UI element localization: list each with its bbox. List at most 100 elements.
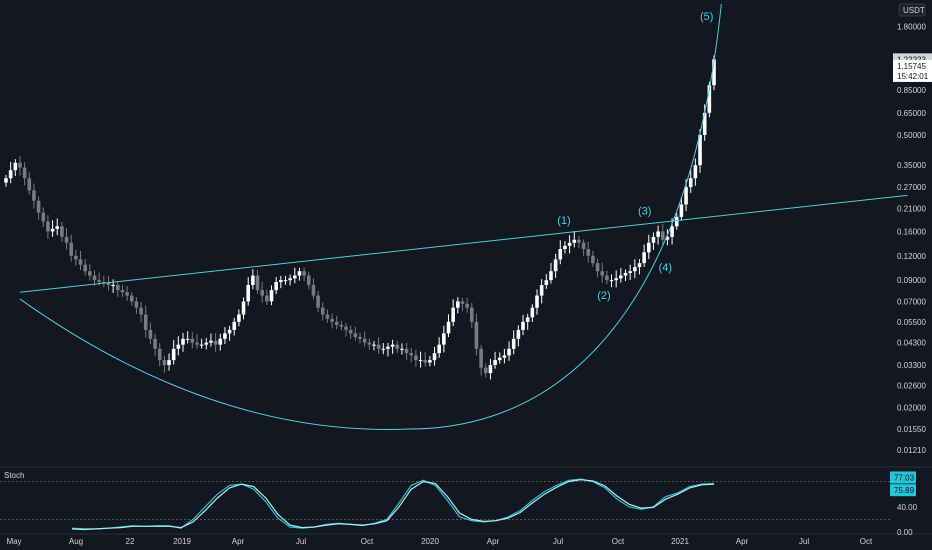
candle-body [372, 344, 376, 346]
candle-body [13, 162, 18, 171]
candle-body [353, 333, 358, 337]
candle-body [507, 348, 511, 356]
price-tick-label: 0.85000 [897, 86, 926, 95]
candle-body [581, 242, 586, 250]
time-tick-label: Jul [553, 537, 563, 546]
price-tick-label: 0.07000 [897, 297, 926, 306]
price-tick-label: 0.01210 [897, 446, 926, 455]
candle-body [297, 271, 302, 276]
candle-body [479, 348, 483, 368]
candle-body [456, 301, 460, 308]
candle-body [265, 295, 269, 302]
candle-body [283, 280, 288, 282]
candle-body [22, 167, 27, 179]
candle-body [302, 271, 306, 276]
candle-body [83, 264, 87, 272]
stoch-tick-label: 0.00 [897, 528, 913, 537]
candle-body [348, 329, 353, 334]
candle-body [516, 329, 521, 339]
time-tick-label: Oct [612, 537, 625, 546]
candle-body [376, 344, 381, 349]
candle-body [670, 226, 674, 237]
candle-body [688, 178, 693, 188]
candle-body [558, 249, 563, 260]
wave-label: (5) [700, 11, 713, 23]
cup-curve [19, 3, 722, 430]
candle-body [414, 355, 418, 361]
candle-body [637, 263, 642, 268]
candle-body [712, 59, 716, 86]
candle-body [129, 295, 134, 302]
candle-body [190, 338, 195, 343]
candle-body [111, 284, 115, 286]
candle-body [544, 280, 549, 285]
candle-body [55, 226, 60, 229]
candle-body [446, 321, 451, 334]
candle-body [539, 284, 544, 296]
price-tick-label: 0.12000 [897, 252, 926, 261]
candle-body [185, 338, 190, 340]
candle-body [521, 321, 525, 330]
candle-body [367, 342, 372, 345]
candle-body [50, 228, 55, 232]
price-tick-label: 0.04300 [897, 339, 926, 348]
candle-body [316, 295, 320, 308]
time-tick-label: Oct [860, 537, 873, 546]
candle-body [651, 236, 656, 243]
candle-body [125, 292, 129, 296]
price-tick-label: 0.02000 [897, 403, 926, 412]
stoch-value-box [890, 484, 916, 497]
time-tick-label: Apr [232, 537, 245, 546]
candle-body [623, 272, 628, 276]
price-tick-label: 0.21000 [897, 204, 926, 213]
candle-body [153, 338, 157, 349]
candle-body [274, 282, 278, 291]
price-tick-label: 0.16000 [897, 227, 926, 236]
candle-body [288, 278, 292, 281]
candle-body [358, 336, 362, 339]
candle-body [679, 204, 684, 217]
price-tick-label: 0.03300 [897, 361, 926, 370]
candle-body [241, 301, 246, 315]
candle-body [279, 280, 283, 283]
candle-body [344, 326, 348, 330]
last-price-label: 1.22223 [897, 55, 926, 64]
candle-body [181, 338, 185, 345]
candle-body [395, 344, 400, 349]
time-tick-label: Jul [296, 537, 306, 546]
candle-body [525, 317, 530, 322]
candle-body [595, 263, 600, 272]
candle-body [707, 85, 712, 113]
candle-body [27, 178, 32, 191]
candle-body [339, 324, 344, 327]
candle-body [106, 283, 111, 285]
candle-body [633, 267, 637, 272]
candle-body [502, 355, 507, 358]
candle-body [674, 216, 679, 227]
candle-body [320, 307, 325, 315]
price-tick-label: 0.09000 [897, 276, 926, 285]
candle-body [97, 280, 101, 283]
candle-body [120, 290, 125, 293]
candle-body [442, 333, 446, 345]
candle-body [390, 344, 395, 347]
candle-body [418, 360, 423, 362]
candle-body [78, 259, 83, 265]
candle-body [115, 284, 120, 291]
candle-body [46, 221, 50, 232]
candle-body [134, 301, 139, 308]
candle-body [204, 342, 209, 345]
candle-body [139, 307, 143, 315]
unit-badge [898, 3, 926, 17]
candle-body [381, 348, 386, 350]
stoch-title: Stoch [4, 471, 24, 480]
candle-body [577, 239, 581, 243]
price-tick-label: 0.05500 [897, 318, 926, 327]
candle-body [493, 360, 497, 366]
candle-body [437, 344, 441, 354]
candle-body [18, 162, 22, 168]
candle-body [199, 344, 204, 346]
candle-body [251, 275, 255, 285]
candle-body [362, 338, 367, 343]
